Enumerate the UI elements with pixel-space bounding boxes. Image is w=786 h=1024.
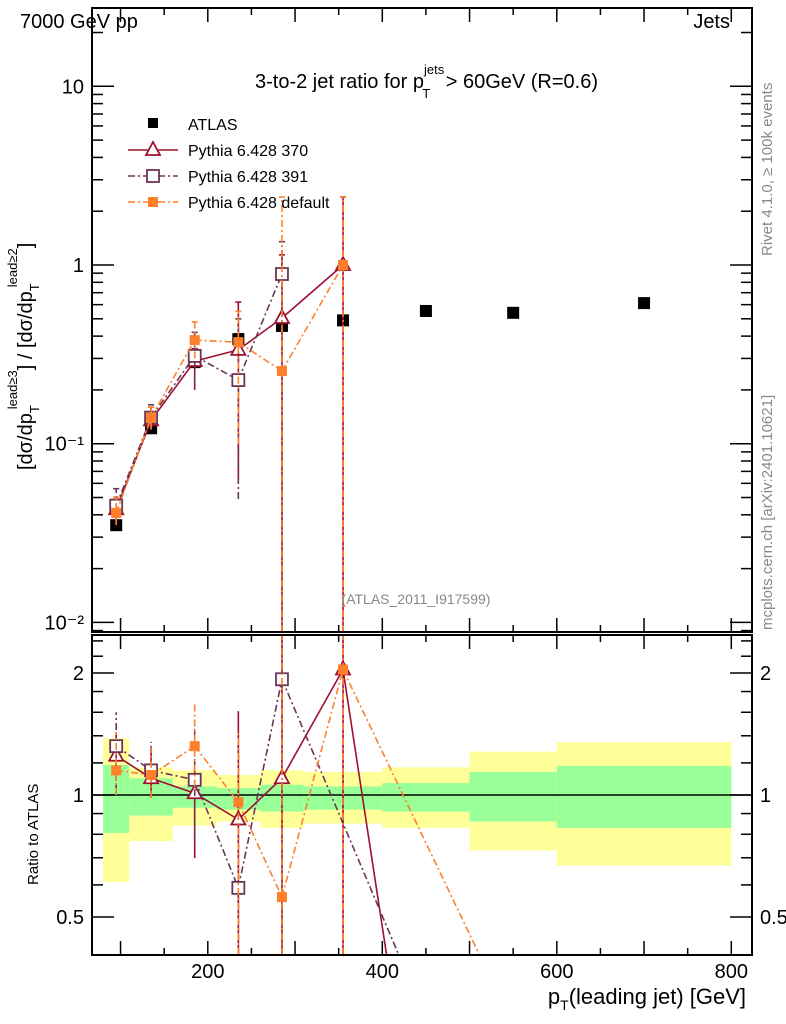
- series-2-ratio-point: [338, 664, 349, 675]
- legend-marker: [146, 169, 160, 183]
- legend-atlas-label: ATLAS: [188, 117, 238, 134]
- series-2-line: [115, 264, 344, 514]
- y-tick-label: 1: [73, 255, 84, 277]
- ratio-tick-label: 2: [73, 663, 84, 685]
- x-axis-label: pT(leading jet) [GeV]: [548, 984, 746, 1013]
- series-0-line: [115, 264, 344, 510]
- series-2-ratio-line: [116, 669, 481, 955]
- atlas-point: [507, 306, 520, 319]
- series-2-point: [111, 507, 122, 518]
- y-axis-label: [dσ/dpTlead≥3] / [dσ/dpTlead≥2]: [5, 243, 42, 470]
- x-tick-label: 600: [540, 961, 573, 983]
- legend: ATLAS Pythia 6.428 370 Pythia 6.428 391 Pyt…: [128, 117, 330, 212]
- x-tick-label: 400: [366, 961, 399, 983]
- series-2-point: [189, 335, 200, 346]
- ratio-tick-label: 1: [73, 785, 84, 807]
- header-right: Jets: [693, 11, 730, 33]
- legend-atlas-marker: [148, 118, 158, 128]
- series-2-ratio-point: [111, 765, 122, 776]
- series-2-point: [146, 412, 157, 423]
- x-tick-label: 800: [715, 961, 748, 983]
- atlas-point: [638, 297, 651, 310]
- series-2-point: [233, 337, 244, 348]
- series-2-ratio-point: [276, 892, 287, 903]
- mcplots-label: mcplots.cern.ch [arXiv:2401.10621]: [759, 395, 776, 630]
- rivet-label: Rivet 4.1.0, ≥ 100k events: [759, 83, 776, 256]
- ratio-tick-label-right: 2: [760, 663, 771, 685]
- chart-title: 3-to-2 jet ratio for pjets T > 60GeV (R=0…: [255, 62, 598, 101]
- series-2-ratio-point: [146, 770, 157, 781]
- series-1-ratio-line: [115, 678, 400, 955]
- main-frame: [91, 7, 753, 633]
- legend-label: Pythia 6.428 391: [188, 169, 308, 186]
- legend-marker: [148, 197, 158, 207]
- band-inner: [382, 783, 470, 812]
- series-0-ratio-line: [115, 669, 388, 955]
- series-2-point: [338, 260, 349, 270]
- series-2-ratio-point: [189, 741, 200, 752]
- ratio-tick-label-right: 0.5: [760, 907, 786, 929]
- band-inner: [556, 765, 732, 828]
- atlas-point: [419, 304, 432, 317]
- ratio-tick-label-right: 1: [760, 785, 771, 807]
- series-2-point: [276, 366, 287, 377]
- y-tick-label: 10: [62, 76, 84, 98]
- y-tick-label: 10⁻¹: [45, 434, 85, 456]
- legend-label: Pythia 6.428 370: [188, 143, 308, 160]
- ratio-y-axis-label: Ratio to ATLAS: [25, 784, 42, 885]
- legend-label: Pythia 6.428 default: [188, 195, 330, 212]
- header-left: 7000 GeV pp: [20, 11, 138, 33]
- uncertainty-bands: [103, 738, 732, 883]
- main-panel-marks: [107, 196, 651, 632]
- watermark: (ATLAS_2011_I917599): [342, 591, 491, 607]
- y-tick-label: 10⁻²: [45, 612, 85, 634]
- ratio-tick-label: 0.5: [56, 907, 84, 929]
- series-1-line: [115, 273, 283, 506]
- ratio-panel-marks: [92, 635, 752, 955]
- band-inner: [469, 771, 557, 822]
- series-2-ratio-point: [233, 797, 244, 808]
- legend-marker: [144, 140, 162, 156]
- axis-ticks: 200 400 600 800 10⁻² 10⁻¹ 1 10 0.5 0.5 1 1 2 2: [45, 8, 786, 983]
- x-tick-label: 200: [191, 961, 224, 983]
